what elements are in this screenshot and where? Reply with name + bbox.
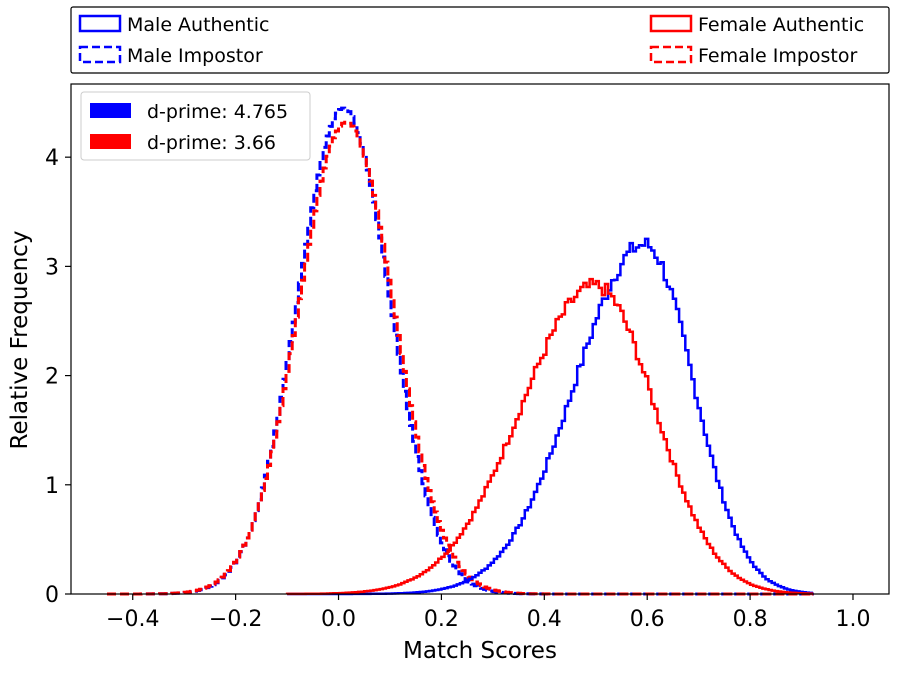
outer-legend-frame bbox=[70, 6, 890, 74]
y-tick-label: 0 bbox=[45, 583, 59, 608]
legend-swatch-dprime-male bbox=[90, 103, 131, 118]
y-tick-label: 2 bbox=[45, 365, 59, 390]
legend-swatch-dprime-female bbox=[90, 134, 131, 149]
x-tick-label: 0.0 bbox=[321, 607, 356, 632]
legend-label-female-authentic: Female Authentic bbox=[698, 14, 864, 36]
x-tick-label: 0.6 bbox=[630, 607, 665, 632]
series-female-authentic bbox=[285, 277, 814, 596]
y-axis-label: Relative Frequency bbox=[7, 231, 33, 450]
legend-swatch-female-impostor bbox=[649, 45, 693, 64]
legend-swatch-male-authentic bbox=[78, 14, 122, 33]
outer-legend: Male Authentic Male Impostor Female Auth… bbox=[78, 14, 864, 67]
legend-swatch-male-impostor bbox=[78, 45, 122, 64]
x-tick-label: −0.4 bbox=[106, 607, 159, 632]
x-tick-label: 0.8 bbox=[733, 607, 768, 632]
legend-label-female-impostor: Female Impostor bbox=[698, 45, 858, 67]
series-male-impostor bbox=[107, 106, 814, 596]
y-tick-label: 3 bbox=[45, 255, 59, 280]
axis-ticks: −0.4 −0.2 0.0 0.2 0.4 0.6 0.8 1.0 0 1 2 3 4 bbox=[45, 146, 870, 632]
x-tick-label: 1.0 bbox=[835, 607, 870, 632]
x-tick-label: −0.2 bbox=[209, 607, 262, 632]
x-tick-label: 0.4 bbox=[527, 607, 562, 632]
legend-label-dprime-male: d-prime: 4.765 bbox=[147, 101, 288, 123]
inner-legend-frame bbox=[80, 91, 311, 161]
x-tick-label: 0.2 bbox=[424, 607, 459, 632]
series-male-authentic bbox=[287, 237, 814, 596]
series-female-impostor bbox=[107, 120, 814, 596]
y-tick-label: 1 bbox=[45, 474, 59, 499]
legend-label-male-impostor: Male Impostor bbox=[127, 45, 263, 67]
legend-label-male-authentic: Male Authentic bbox=[127, 14, 269, 36]
plot-area bbox=[107, 106, 814, 596]
plot-frame bbox=[70, 83, 890, 595]
legend-swatch-female-authentic bbox=[649, 14, 693, 33]
legend-label-dprime-female: d-prime: 3.66 bbox=[147, 132, 276, 154]
y-tick-label: 4 bbox=[45, 146, 59, 171]
x-axis-label: Match Scores bbox=[403, 638, 557, 664]
